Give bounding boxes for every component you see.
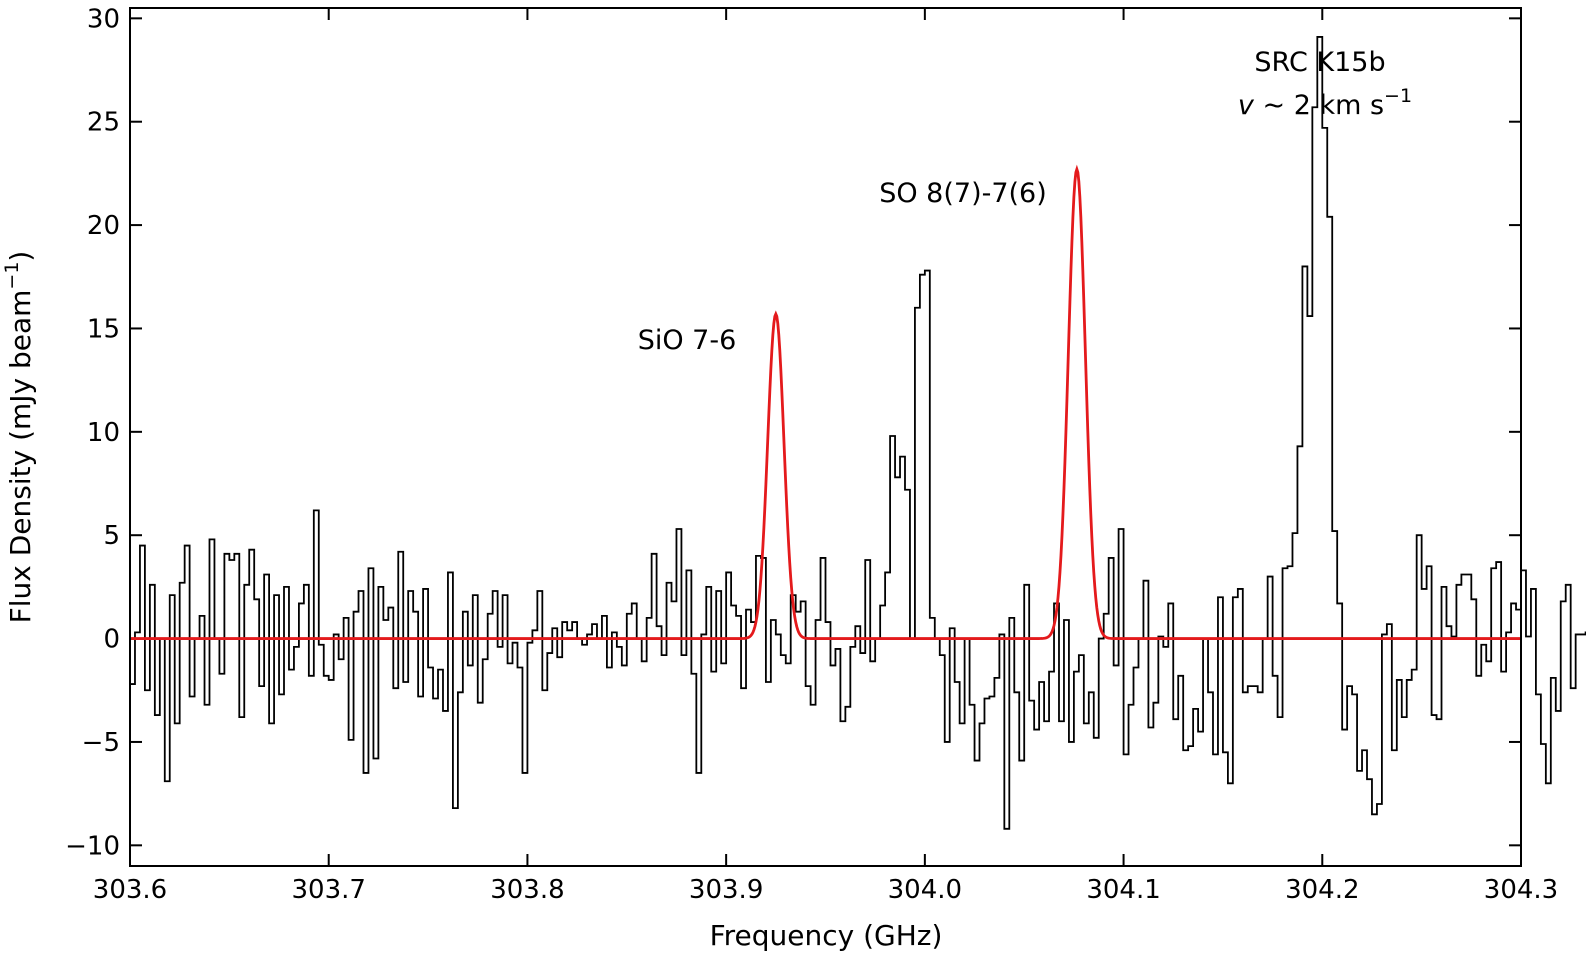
x-tick-label: 304.2 [1285, 875, 1359, 905]
y-tick-label: 10 [87, 418, 120, 448]
y-tick-label: 25 [87, 108, 120, 138]
x-tick-label: 303.7 [291, 875, 365, 905]
so-line-label: SO 8(7)-7(6) [879, 178, 1047, 209]
x-tick-label: 303.9 [689, 875, 763, 905]
x-tick-label: 304.0 [888, 875, 962, 905]
y-tick-label: −5 [82, 728, 120, 758]
y-tick-label: 0 [103, 625, 120, 655]
y-tick-label: 30 [87, 4, 120, 34]
y-axis-ticks: −10 −5 0 5 10 15 20 25 30 [65, 4, 1521, 861]
x-tick-label: 304.1 [1086, 875, 1160, 905]
series-layer [130, 36, 1586, 830]
spectrum-step-line [130, 36, 1586, 830]
y-tick-label: 15 [87, 314, 120, 344]
plot-frame [129, 7, 1522, 867]
gaussian-fit-line [130, 164, 1521, 640]
source-label: SRC K15b [1254, 47, 1385, 78]
sio-line-label: SiO 7-6 [638, 325, 737, 356]
velocity-label: v ∼ 2 km s−1 [1238, 85, 1412, 121]
y-axis-title: Flux Density (mJy beam−1) [1, 251, 37, 624]
x-tick-label: 303.8 [490, 875, 564, 905]
x-tick-label: 304.3 [1484, 875, 1558, 905]
x-tick-label: 303.6 [93, 875, 167, 905]
x-axis-title: Frequency (GHz) [710, 919, 943, 952]
y-tick-label: 5 [103, 521, 120, 551]
y-tick-label: 20 [87, 211, 120, 241]
y-tick-label: −10 [65, 831, 120, 861]
x-axis-ticks: 303.6 303.7 303.8 303.9 304.0 304.1 304.2 304.3 [93, 8, 1558, 905]
